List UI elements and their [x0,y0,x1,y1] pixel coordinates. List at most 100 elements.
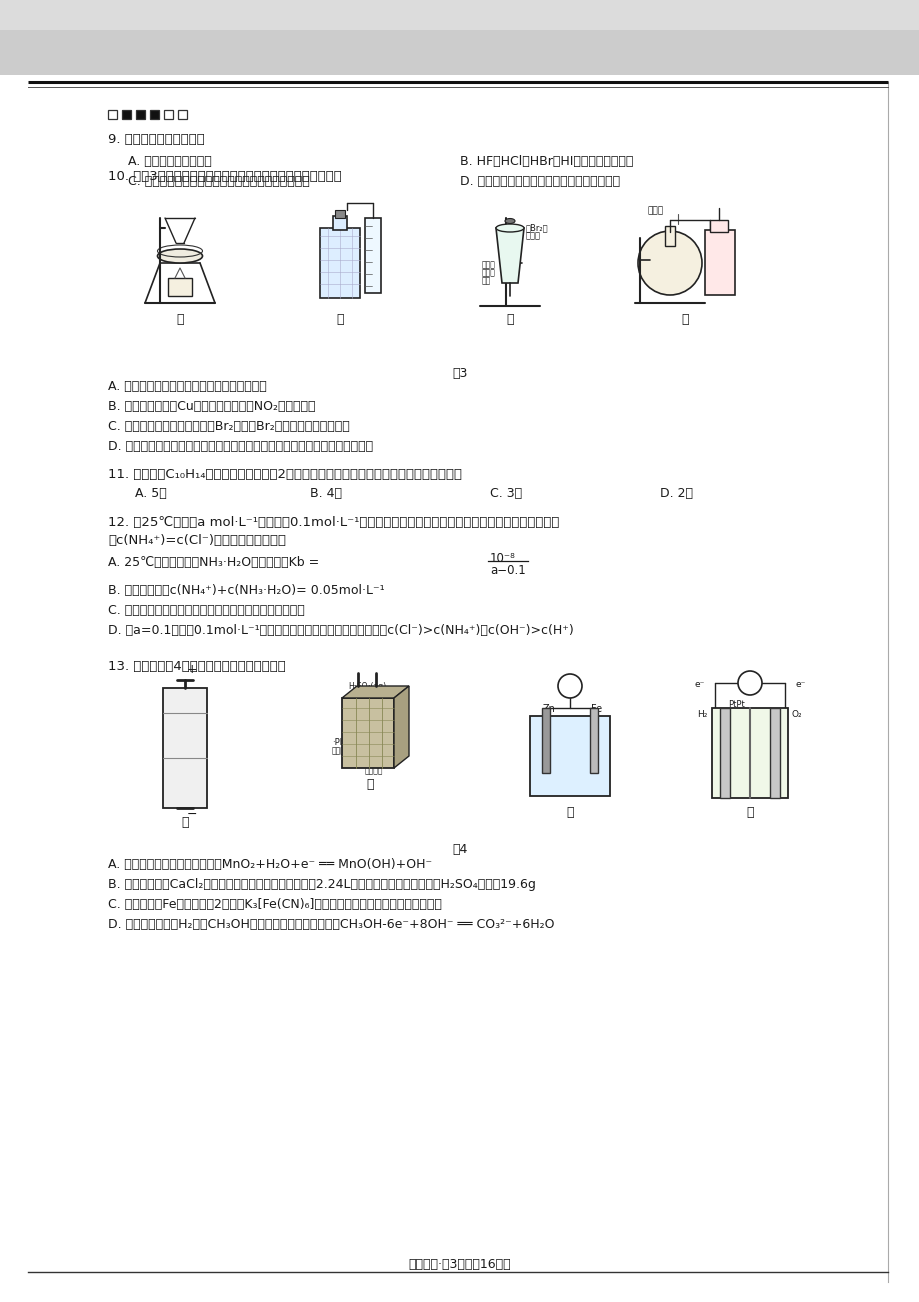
Text: 苯溶液: 苯溶液 [526,230,540,240]
Text: C. 核外电子层结构相同的微粒，其核外电子总数相同: C. 核外电子层结构相同的微粒，其核外电子总数相同 [128,174,310,187]
Text: 图4: 图4 [452,842,467,855]
Polygon shape [342,686,409,698]
Text: 隔膜: 隔膜 [713,740,722,749]
Bar [164,109,173,118]
Text: D. 单质的活泼性随元素的非金属性增强而增强: D. 单质的活泼性随元素的非金属性增强而增强 [460,174,619,187]
Text: C. 3种: C. 3种 [490,487,522,500]
Text: 13. 下列关于图4所示装置的说法，不正确的是: 13. 下列关于图4所示装置的说法，不正确的是 [108,660,286,673]
Text: D. 若将装置丁中的H₂换为CH₃OH，则负极上的电极反应式为CH₃OH-6e⁻+8OH⁻ ══ CO₃²⁻+6H₂O: D. 若将装置丁中的H₂换为CH₃OH，则负极上的电极反应式为CH₃OH-6e⁻… [108,918,554,931]
Text: A. 25℃反应完全时，NH₃·H₂O的电离常数Kb =: A. 25℃反应完全时，NH₃·H₂O的电离常数Kb = [108,556,319,569]
Bar [150,109,159,118]
Text: 乙: 乙 [335,312,344,326]
Bar [136,109,145,118]
Text: 图3: 图3 [452,367,467,380]
Text: a−0.1: a−0.1 [490,564,525,577]
Bar [335,210,345,217]
Bar [333,216,346,230]
Bar [108,109,117,118]
Text: A: A [745,678,753,687]
Text: ·PbO₂: ·PbO₂ [332,738,355,747]
Text: 经过饱化的: 经过饱化的 [538,756,561,766]
Text: −: − [187,809,198,822]
Bar [122,109,130,118]
Text: 丙: 丙 [565,806,573,819]
Text: 浸有石: 浸有石 [482,260,495,270]
Text: 丁: 丁 [680,312,688,326]
Text: Pb: Pb [349,758,360,767]
Text: 金属外壳: 金属外壳 [165,768,185,777]
Bar [0,0,919,76]
Text: 乙: 乙 [366,779,373,792]
Text: Fe: Fe [590,704,601,713]
Ellipse shape [495,224,524,232]
Bar [711,708,788,798]
Text: C. 若用该盐酸滴定未知浓度的氨水，可选择酚酞作指示剂: C. 若用该盐酸滴定未知浓度的氨水，可选择酚酞作指示剂 [108,604,304,617]
Text: e⁻: e⁻ [694,680,704,689]
Text: 9. 下列规律一定正确的是: 9. 下列规律一定正确的是 [108,133,205,146]
Text: 负极室: 负极室 [751,728,765,737]
Text: 10⁻⁸: 10⁻⁸ [490,552,516,565]
Text: O₂: O₂ [791,710,801,719]
Text: 水: 水 [334,250,340,260]
Text: 丙: 丙 [505,312,513,326]
Text: KOH: KOH [744,753,760,762]
Text: KMnO₄: KMnO₄ [704,241,730,250]
Bar [168,279,192,296]
Text: 的混合物: 的混合物 [165,700,185,710]
Text: +: + [187,663,198,676]
Text: 3%NaCl溶液: 3%NaCl溶液 [538,766,576,775]
Circle shape [737,671,761,695]
Text: C. 向装置丙中Fe电极区滴入2滴黄色K₃[Fe(CN)₆]溶液，无蓝色沉淀产生，说明铁被保护: C. 向装置丙中Fe电极区滴入2滴黄色K₃[Fe(CN)₆]溶液，无蓝色沉淀产生… [108,898,441,911]
Text: 11. 分子式为C₁₀H₁₄的芳香烃，苯环上有2种一氯代物的同分异构体共有（不考虑立体异构）: 11. 分子式为C₁₀H₁₄的芳香烃，苯环上有2种一氯代物的同分异构体共有（不考… [108,467,461,480]
Polygon shape [393,686,409,768]
Bar [541,708,550,773]
Text: H₂SO₄(aq): H₂SO₄(aq) [347,682,386,691]
Polygon shape [495,228,524,283]
Bar [177,109,187,118]
Text: D. 若a=0.1时，用0.1mol·L⁻¹的盐酸滴定该氨水的过程中，一定有：c(Cl⁻)>c(NH₄⁺)，c(OH⁻)>c(H⁺): D. 若a=0.1时，用0.1mol·L⁻¹的盐酸滴定该氨水的过程中，一定有：c… [108,624,573,637]
Text: D. 2种: D. 2种 [659,487,692,500]
Bar [320,228,359,298]
Text: 正极室: 正极室 [713,728,727,737]
Bar [664,227,675,246]
Bar [163,687,207,809]
Ellipse shape [157,249,202,263]
Text: 为c(NH₄⁺)=c(Cl⁻)。下列说法正确的是: 为c(NH₄⁺)=c(Cl⁻)。下列说法正确的是 [108,534,286,547]
Text: 10. 用图3所示的实验装置进行相应实验，能达到实验目的的是: 10. 用图3所示的实验装置进行相应实验，能达到实验目的的是 [108,171,341,184]
Text: C. 用图丙完成苯萃取溴水中的Br₂，将含Br₂的苯溶液转移入烧杯中: C. 用图丙完成苯萃取溴水中的Br₂，将含Br₂的苯溶液转移入烧杯中 [108,421,349,434]
Text: H₂: H₂ [697,710,708,719]
Text: 理科综合·第3页（共16页）: 理科综合·第3页（共16页） [408,1258,511,1271]
Text: 溶液: 溶液 [744,760,754,769]
Text: 石棉: 石棉 [482,276,491,285]
Bar [709,220,727,232]
Text: 碎瓷片: 碎瓷片 [647,206,664,215]
Text: V: V [565,681,573,691]
Text: A. 5种: A. 5种 [135,487,166,500]
Text: （负极）: （负极） [365,766,383,775]
Text: 锌粉和KOH: 锌粉和KOH [165,691,196,700]
Text: B. 用装置乙电解CaCl₂溶液，若在阳极上析出气体体积为2.24L，则铅蓄电池中参加反应的H₂SO₄质量为19.6g: B. 用装置乙电解CaCl₂溶液，若在阳极上析出气体体积为2.24L，则铅蓄电池… [108,878,535,891]
Bar [342,698,393,768]
Bar [365,217,380,293]
Ellipse shape [505,219,515,224]
Text: MnO₂: MnO₂ [165,724,188,733]
Text: D. 用图丁装置验证石蜡油受热分解能产生使酸性高锰酸钾溶液褪色的气态物质: D. 用图丁装置验证石蜡油受热分解能产生使酸性高锰酸钾溶液褪色的气态物质 [108,440,373,453]
Text: 甲: 甲 [176,312,184,326]
Text: B. 混合溶液中，c(NH₄⁺)+c(NH₃·H₂O)= 0.05mol·L⁻¹: B. 混合溶液中，c(NH₄⁺)+c(NH₃·H₂O)= 0.05mol·L⁻¹ [108,585,384,598]
Text: A. 用图甲装置将硫酸铜溶液直接蒸干得到胆矾: A. 用图甲装置将硫酸铜溶液直接蒸干得到胆矾 [108,380,267,393]
Circle shape [558,674,582,698]
Text: 12. 在25℃时，将a mol·L⁻¹的氨水与0.1mol·L⁻¹的盐酸等体积混合，反应完全时，混合溶液中的离子浓度: 12. 在25℃时，将a mol·L⁻¹的氨水与0.1mol·L⁻¹的盐酸等体积… [108,516,559,529]
Text: 甲: 甲 [181,816,188,829]
Text: B. HF、HCl、HBr、HI的熔沸点依次升高: B. HF、HCl、HBr、HI的熔沸点依次升高 [460,155,632,168]
Text: 含Br₂的: 含Br₂的 [526,223,548,232]
Bar [529,716,609,796]
Text: 酸性: 酸性 [708,233,717,242]
Text: Zn: Zn [542,704,555,713]
Bar [589,708,597,773]
Text: 蜡油的: 蜡油的 [482,268,495,277]
Text: PtPt: PtPt [727,700,744,710]
Text: （正极）: （正极） [332,746,350,755]
Text: B. 用图乙装置测量Cu与浓硝酸反应产生NO₂气体的体积: B. 用图乙装置测量Cu与浓硝酸反应产生NO₂气体的体积 [108,400,315,413]
Text: A. 分子中都存在共价键: A. 分子中都存在共价键 [128,155,211,168]
Text: A. 装置甲正极上的电极反应式为MnO₂+H₂O+e⁻ ══ MnO(OH)+OH⁻: A. 装置甲正极上的电极反应式为MnO₂+H₂O+e⁻ ══ MnO(OH)+O… [108,858,432,871]
